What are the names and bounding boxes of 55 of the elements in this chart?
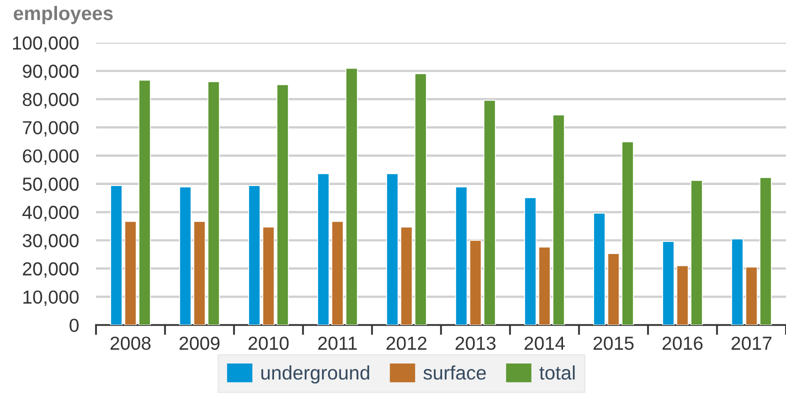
bar [400, 226, 413, 325]
legend-label: surface [423, 365, 486, 380]
y-tick-label: 0 [70, 318, 79, 332]
bar [607, 253, 620, 325]
bar [662, 241, 674, 325]
y-tick-label: 20,000 [22, 262, 79, 278]
x-tick-label: 2010 [248, 336, 289, 350]
y-tick-label: 70,000 [22, 121, 79, 137]
bar [690, 180, 703, 325]
bar [745, 266, 758, 325]
bar [208, 81, 220, 325]
bar [731, 238, 744, 325]
bar [484, 100, 496, 325]
y-tick-label: 10,000 [23, 290, 79, 306]
x-tick-label: 2014 [524, 336, 565, 350]
bar [538, 246, 551, 325]
bar [593, 212, 606, 325]
x-tick-label: 2017 [732, 336, 772, 350]
bar [622, 141, 634, 325]
bar [386, 173, 398, 325]
x-tick-label: 2012 [386, 336, 426, 350]
x-tick-label: 2015 [594, 336, 634, 350]
y-axis-title: employees [14, 6, 113, 24]
y-tick-label: 50,000 [22, 178, 79, 194]
bar [331, 220, 344, 325]
bar [179, 186, 192, 325]
bar [346, 68, 358, 325]
bar [455, 186, 468, 325]
bar [414, 73, 427, 325]
x-tick-label: 2013 [456, 336, 496, 350]
x-tick-label: 2011 [318, 336, 357, 350]
y-tick-label: 40,000 [22, 206, 79, 222]
bar [469, 240, 482, 325]
bar [110, 185, 122, 325]
legend-label: total [539, 365, 575, 380]
bar [276, 84, 289, 325]
bar [262, 226, 275, 325]
bar [524, 197, 536, 325]
x-tick-label: 2008 [110, 336, 151, 350]
bar [138, 80, 151, 325]
bar [317, 173, 330, 325]
legend-label: underground [261, 365, 370, 384]
bar [552, 114, 565, 325]
y-tick-label: 60,000 [22, 149, 79, 165]
y-tick-label: 30,000 [22, 234, 79, 250]
y-tick-label: 90,000 [22, 64, 79, 80]
x-tick-label: 2009 [180, 336, 220, 350]
bar [676, 265, 689, 325]
x-tick-label: 2016 [662, 336, 703, 350]
y-tick-label: 80,000 [22, 92, 79, 108]
bar [760, 177, 772, 325]
bar [124, 220, 137, 325]
bar [193, 220, 206, 325]
y-tick-label: 100,000 [12, 36, 79, 52]
bar [248, 185, 260, 325]
